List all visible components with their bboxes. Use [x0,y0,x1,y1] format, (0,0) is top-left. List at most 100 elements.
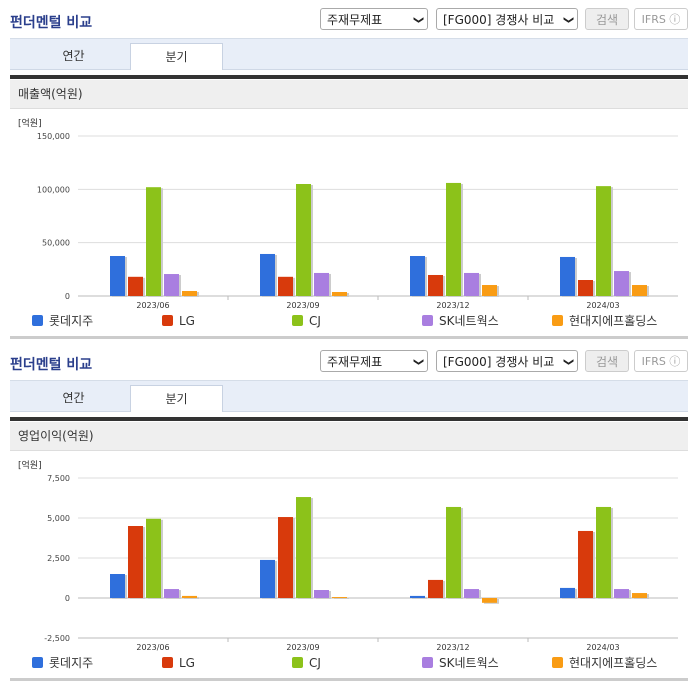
unit-label: [억원] [18,459,42,471]
legend-label: CJ [309,656,321,670]
comparison-select-value: [FG000] 경쟁사 비교 [443,355,555,369]
legend-swatch [162,315,173,326]
search-button[interactable]: 검색 [585,350,629,372]
y-tick-label: 150,000 [37,132,70,141]
legend-item[interactable]: CJ [292,654,321,672]
unit-label: [억원] [18,117,42,129]
bar [260,253,275,296]
bar [410,256,425,296]
legend-label: 롯데지주 [49,314,94,328]
divider [10,75,688,79]
block-title: 펀더멘털 비교 [10,357,93,373]
bar [146,187,161,296]
ifrs-button[interactable]: IFRS ⓘ [634,8,688,30]
legend-swatch [32,657,43,668]
tab-quarterly[interactable]: 분기 [130,43,223,70]
legend-swatch [422,657,433,668]
comparison-select[interactable]: [FG000] 경쟁사 비교 ❯ [436,350,578,372]
statement-select[interactable]: 주재무제표 ❯ [320,350,428,372]
statement-select-value: 주재무제표 [327,13,383,27]
tab-annual[interactable]: 연간 [62,49,85,63]
bar [332,292,347,296]
legend-swatch [32,315,43,326]
bar [260,559,275,598]
bar [428,579,443,598]
chevron-down-icon: ❯ [562,15,574,25]
legend-item[interactable]: SK네트웍스 [422,654,499,672]
legend-swatch [552,315,563,326]
bar [146,518,161,598]
bar [314,272,329,296]
bar [578,280,593,296]
bar [632,285,647,296]
statement-select[interactable]: 주재무제표 ❯ [320,8,428,30]
legend-item[interactable]: SK네트웍스 [422,312,499,330]
bar [182,290,197,296]
section-header: 매출액(억원) [10,80,688,109]
legend-item[interactable]: 롯데지주 [32,312,93,330]
y-tick-label: 50,000 [42,239,70,248]
divider [10,678,688,681]
chevron-down-icon: ❯ [562,357,574,367]
legend-label: SK네트웍스 [439,314,499,328]
bar [596,506,611,598]
chart-legend: 롯데지주 LG CJ SK네트웍스 현대지에프홀딩스 [10,312,688,332]
legend-item[interactable]: 현대지에프홀딩스 [552,312,657,330]
bar [332,597,347,599]
bar [278,517,293,598]
bar [578,530,593,598]
bar [128,276,143,296]
legend-label: LG [179,656,195,670]
x-tick-label: 2023/06 [136,643,169,652]
legend-label: LG [179,314,195,328]
bar [464,272,479,296]
bar [446,506,461,598]
divider [10,417,688,421]
bar [314,590,329,598]
bar [482,598,497,603]
tab-quarterly[interactable]: 분기 [130,385,223,412]
bar [428,274,443,296]
bar [110,256,125,296]
bar [410,595,425,598]
legend-swatch [422,315,433,326]
x-tick-label: 2023/09 [286,643,319,652]
chart-legend: 롯데지주 LG CJ SK네트웍스 현대지에프홀딩스 [10,654,688,674]
legend-swatch [552,657,563,668]
ifrs-button[interactable]: IFRS ⓘ [634,350,688,372]
chevron-down-icon: ❯ [412,15,424,25]
search-button[interactable]: 검색 [585,8,629,30]
legend-swatch [162,657,173,668]
tab-annual[interactable]: 연간 [62,391,85,405]
bar [296,184,311,296]
y-tick-label: -2,500 [44,634,70,643]
fundamental-block-operating-profit: 펀더멘털 비교 주재무제표 ❯ [FG000] 경쟁사 비교 ❯ 검색 IFRS ⓘ… [0,342,696,684]
legend-item[interactable]: 롯데지주 [32,654,93,672]
divider [10,336,688,339]
legend-label: 현대지에프홀딩스 [569,314,658,328]
legend-swatch [292,315,303,326]
bar [560,587,575,598]
bar-chart: [억원] 0 50,000 100,000 150,000 2023/06 2023/09 2… [18,117,678,310]
help-icon: ⓘ [669,13,681,26]
fundamental-block-sales: 펀더멘털 비교 주재무제표 ❯ [FG000] 경쟁사 비교 ❯ 검색 IFRS ⓘ… [10,8,688,339]
bar [164,589,179,598]
legend-item[interactable]: 현대지에프홀딩스 [552,654,657,672]
legend-item[interactable]: LG [162,312,195,330]
legend-label: 현대지에프홀딩스 [569,656,658,670]
bar [632,593,647,598]
section-header: 영업이익(억원) [10,422,688,451]
bar [596,186,611,296]
bar [164,274,179,296]
period-tabs: 연간 분기 [10,380,688,412]
legend-item[interactable]: LG [162,654,195,672]
comparison-select[interactable]: [FG000] 경쟁사 비교 ❯ [436,8,578,30]
bar [560,256,575,296]
y-tick-label: 2,500 [47,554,70,563]
statement-select-value: 주재무제표 [327,355,383,369]
legend-item[interactable]: CJ [292,312,321,330]
bar [614,271,629,296]
bar [278,276,293,296]
bar [464,589,479,598]
help-icon: ⓘ [669,355,681,368]
